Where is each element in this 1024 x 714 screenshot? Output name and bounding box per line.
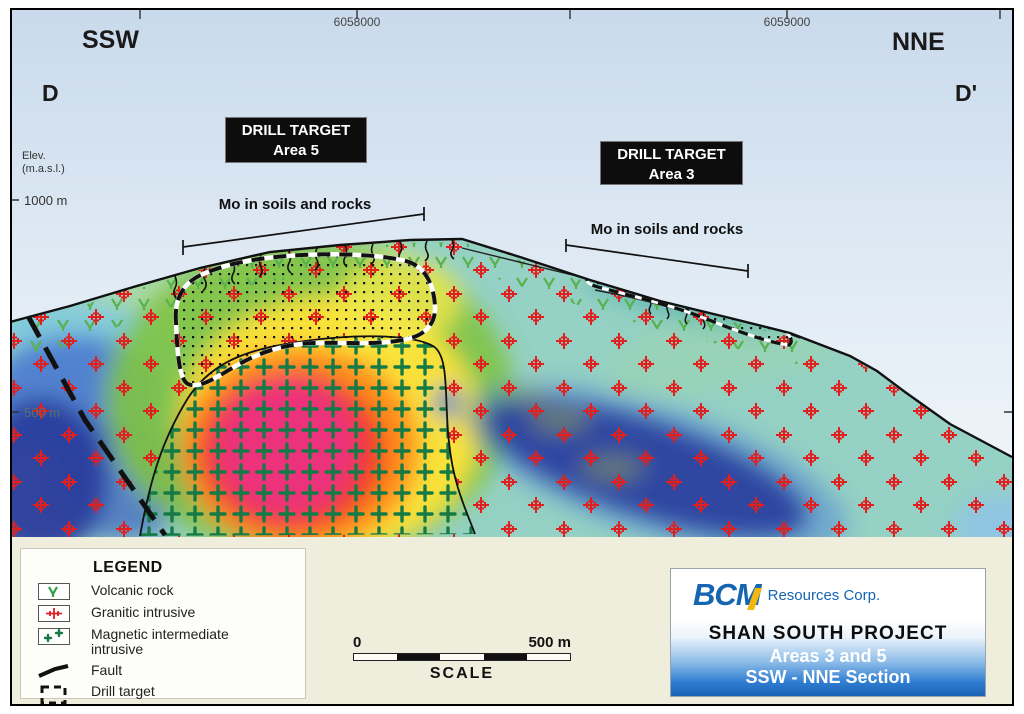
legend-item-granitic: Granitic intrusive xyxy=(37,605,295,622)
legend-item-volcanic: Volcanic rock xyxy=(37,583,295,600)
granitic-cross-symbol-icon xyxy=(37,605,71,622)
legend-label-volcanic: Volcanic rock xyxy=(91,582,174,598)
legend-label-magnetic: Magnetic intermediate intrusive xyxy=(91,626,229,657)
drill-target-area5-stipple xyxy=(175,254,436,386)
scale-segment xyxy=(483,654,527,660)
drill-target-area5-outline xyxy=(173,252,438,388)
volcanic-v-symbol-icon xyxy=(37,583,71,600)
coordinate-label-6059000: 6059000 xyxy=(763,15,811,29)
drill-target-area3-line1: DRILL TARGET xyxy=(617,146,726,163)
coordinate-label-6058000: 6058000 xyxy=(333,15,381,29)
legend-panel: LEGEND Volcanic rock Granitic intrusive … xyxy=(20,548,306,705)
intrusive-body-outline xyxy=(139,335,476,537)
direction-label-nne: NNE xyxy=(892,28,945,56)
mo-annotation-area3: Mo in soils and rocks xyxy=(590,221,744,238)
scale-segment xyxy=(397,654,441,660)
coordinate-ticks xyxy=(139,10,1001,19)
scale-end-label: 500 m xyxy=(528,634,571,651)
drill-target-box-symbol-icon xyxy=(37,684,71,706)
drill-target-area5-line2: Area 5 xyxy=(273,142,319,159)
mo-bracket-area3 xyxy=(565,239,749,278)
mo-bracket-area5 xyxy=(182,207,425,255)
scale-segment xyxy=(526,654,571,660)
magnetic-plus-symbol-icon xyxy=(37,627,71,645)
section-label-d: D xyxy=(42,80,59,106)
drill-target-area3-line2: Area 3 xyxy=(648,166,695,183)
legend-item-fault: Fault xyxy=(37,663,295,679)
scale-segment xyxy=(354,654,398,660)
title-areas: Areas 3 and 5 xyxy=(769,646,887,666)
project-name: SHAN SOUTH PROJECT xyxy=(708,623,948,644)
company-logo: BCM Resources Corp. xyxy=(671,569,985,621)
company-name-suffix: Resources Corp. xyxy=(767,586,881,604)
scale-start-label: 0 xyxy=(353,634,362,651)
elevation-label-500m: 500 m xyxy=(24,405,61,420)
legend-label-granitic: Granitic intrusive xyxy=(91,604,196,620)
magnetic-intrusive-symbols xyxy=(140,336,475,536)
scale-bar-segments xyxy=(353,653,571,661)
legend-title: LEGEND xyxy=(93,559,163,576)
title-block: BCM Resources Corp. SHAN SOUTH PROJECT A… xyxy=(670,568,986,697)
title-block-lower: SHAN SOUTH PROJECT Areas 3 and 5 SSW - N… xyxy=(671,621,985,696)
legend-item-magnetic: Magnetic intermediate intrusive xyxy=(37,627,295,657)
mo-annotation-area5: Mo in soils and rocks xyxy=(218,196,372,213)
title-section: SSW - NNE Section xyxy=(745,667,911,687)
elevation-axis-title: Elev. (m.a.s.l.) xyxy=(22,150,65,176)
elevation-title-line2: (m.a.s.l.) xyxy=(22,163,65,175)
terrain-surface-line xyxy=(9,237,1013,459)
drill-target-area5-callout: DRILL TARGET Area 5 xyxy=(225,117,367,163)
legend-label-drill-target: Drill target xyxy=(91,683,155,699)
elevation-title-line1: Elev. xyxy=(22,150,46,162)
drill-target-area3-callout: DRILL TARGET Area 3 xyxy=(600,141,743,185)
elevation-label-1000m: 1000 m xyxy=(24,193,68,208)
section-label-d-prime: D' xyxy=(955,80,978,106)
direction-label-ssw: SSW xyxy=(82,26,139,54)
legend-item-drill-target: Drill target xyxy=(37,684,295,706)
scale-caption: SCALE xyxy=(429,665,495,682)
fault-line-symbol-icon xyxy=(37,663,71,679)
scale-segment xyxy=(440,654,484,660)
scale-bar: 0 500 m SCALE xyxy=(353,634,571,683)
fault-line xyxy=(25,314,168,537)
legend-label-fault: Fault xyxy=(91,662,123,678)
drill-target-area5-line1: DRILL TARGET xyxy=(241,122,351,139)
